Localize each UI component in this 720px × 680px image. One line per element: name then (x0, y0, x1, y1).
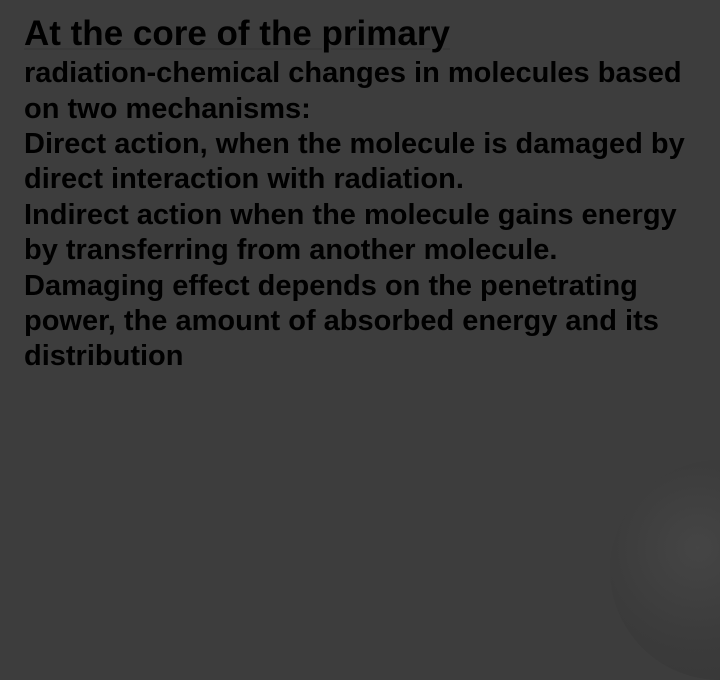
decorative-circle (610, 460, 720, 680)
slide-content: At the core of the primary radiation-che… (0, 0, 720, 375)
slide-title: At the core of the primary (24, 14, 690, 54)
slide-body: radiation-chemical changes in molecules … (24, 56, 690, 374)
